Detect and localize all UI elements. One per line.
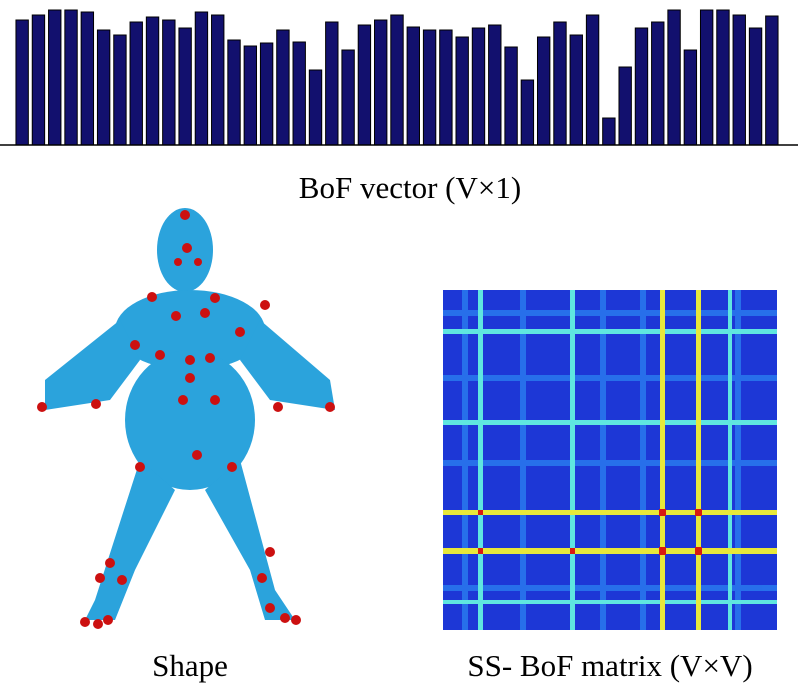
bar [65,10,77,145]
shape-illustration [45,208,335,620]
bar [440,30,452,145]
bar [423,30,435,145]
caption: Shape [152,648,228,683]
bar [603,118,615,145]
bar [163,20,175,145]
bar [260,43,272,145]
bof-chart [16,10,778,145]
bar [277,30,289,145]
bar [570,35,582,145]
bar [309,70,321,145]
bar [456,37,468,145]
caption: BoF vector (V×1) [299,170,521,205]
bar [146,17,158,145]
bar [619,67,631,145]
bar [733,15,745,145]
bar [375,20,387,145]
bar [537,37,549,145]
bar [635,28,647,145]
matrix-illustration [443,290,777,630]
bar [130,22,142,145]
bar [195,12,207,145]
bar [358,25,370,145]
bar [554,22,566,145]
figure: BoF vector (V×1) Shape [0,0,798,687]
bar [652,22,664,145]
bar [97,30,109,145]
bar [766,16,778,145]
bar [472,28,484,145]
caption: SS- BoF matrix (V×V) [467,648,752,683]
bar [244,46,256,145]
bar [586,15,598,145]
bar [326,22,338,145]
bar [228,40,240,145]
bar [489,25,501,145]
bar [114,35,126,145]
bar [212,15,224,145]
bar [81,12,93,145]
bar [407,27,419,145]
bar [505,47,517,145]
bar [717,10,729,145]
bar [179,28,191,145]
bar [684,50,696,145]
bar [32,15,44,145]
bar [521,80,533,145]
bar [16,20,28,145]
bar [700,10,712,145]
bar [668,10,680,145]
bar [391,15,403,145]
bar [749,28,761,145]
bar [49,10,61,145]
bar [293,42,305,145]
bar [342,50,354,145]
